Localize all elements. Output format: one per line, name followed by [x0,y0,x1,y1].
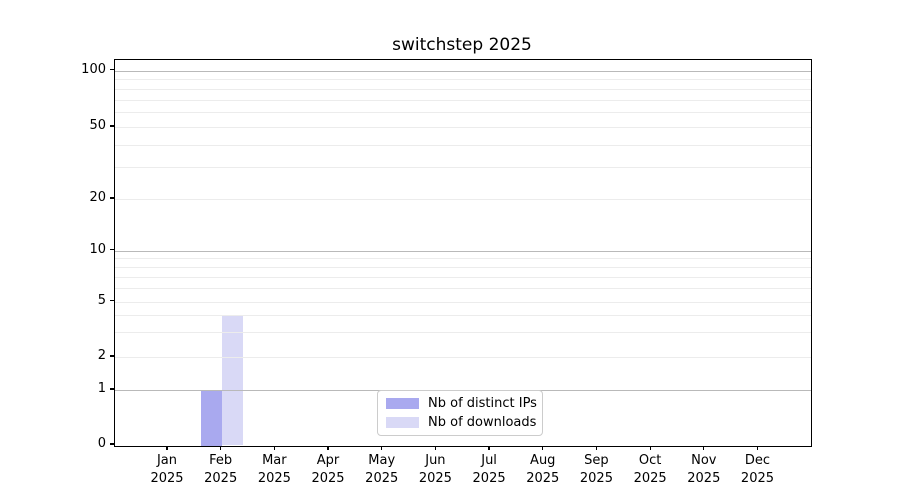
plot-area [114,59,812,447]
gridline-y-40 [115,144,811,146]
x-tick-mark-nov [703,445,705,450]
gridline-y-4 [115,315,811,317]
legend-swatch-downloads [386,417,419,428]
x-tick-label-feb: Feb 2025 [204,453,238,486]
x-tick-label-sep: Sep 2025 [579,453,613,486]
gridline-y-10 [115,250,811,252]
bar-distinct-ips-feb [200,390,222,446]
y-tick-label-0: 0 [97,436,106,451]
legend-entry-downloads: Nb of downloads [386,414,537,431]
gridline-y-50 [115,127,811,128]
x-tick-label-jun: Jun 2025 [418,453,452,486]
x-tick-mark-apr [327,445,329,450]
gridline-y-80 [115,88,811,90]
y-tick-mark-0 [109,443,114,445]
x-tick-label-nov: Nov 2025 [687,453,721,486]
legend-label-downloads: Nb of downloads [428,415,537,430]
gridline-y-90 [115,79,811,81]
x-tick-label-dec: Dec 2025 [740,453,775,486]
x-tick-label-oct: Oct 2025 [633,453,667,486]
legend: Nb of distinct IPs Nb of downloads [377,390,543,436]
y-tick-label-1: 1 [97,381,106,396]
gridline-y-7 [115,276,811,278]
y-tick-label-5: 5 [97,292,106,308]
y-tick-mark-2 [109,355,114,357]
x-tick-label-aug: Aug 2025 [526,453,560,486]
gridline-y-3 [115,332,811,334]
x-tick-mark-jan [166,445,168,450]
x-tick-mark-may [381,445,383,450]
x-tick-mark-oct [649,445,651,450]
x-tick-mark-jul [488,445,490,450]
x-tick-label-jul: Jul 2025 [472,453,506,486]
x-tick-mark-dec [756,445,759,450]
bar-downloads-feb [221,315,243,446]
x-tick-label-mar: Mar 2025 [257,453,291,486]
x-tick-label-apr: Apr 2025 [311,453,345,486]
gridline-y-8 [115,266,811,268]
y-tick-label-10: 10 [89,241,106,257]
gridline-y-100 [115,70,811,72]
gridline-y-20 [115,199,811,200]
gridline-y-6 [115,288,811,290]
gridline-y-60 [115,112,811,114]
x-tick-mark-aug [542,445,544,450]
x-tick-mark-mar [273,445,276,450]
y-tick-mark-100 [109,68,114,71]
legend-swatch-distinct-ips [386,398,419,409]
y-tick-mark-1 [109,388,114,390]
gridline-y-2 [115,357,811,358]
y-tick-label-20: 20 [89,190,106,205]
y-tick-mark-50 [109,125,114,127]
y-tick-mark-10 [109,248,114,251]
legend-entry-distinct-ips: Nb of distinct IPs [386,395,537,412]
gridline-y-5 [115,301,811,303]
x-tick-label-may: May 2025 [365,453,399,486]
chart-title: switchstep 2025 [392,35,532,55]
gridline-y-9 [115,258,811,260]
x-tick-mark-feb [220,445,222,450]
gridline-y-70 [115,99,811,101]
y-tick-mark-5 [109,299,114,302]
x-tick-mark-jun [434,445,437,450]
x-tick-label-jan: Jan 2025 [150,453,184,486]
y-tick-label-100: 100 [81,61,106,77]
y-tick-label-50: 50 [89,118,106,133]
x-tick-mark-sep [595,445,598,450]
y-tick-label-2: 2 [97,348,106,363]
legend-label-distinct-ips: Nb of distinct IPs [428,396,537,411]
y-tick-mark-20 [109,197,114,199]
gridline-y-30 [115,167,811,169]
